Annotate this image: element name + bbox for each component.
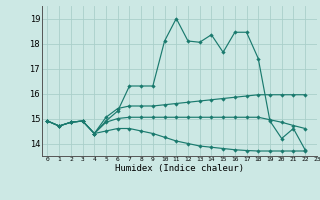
X-axis label: Humidex (Indice chaleur): Humidex (Indice chaleur) [115,164,244,173]
